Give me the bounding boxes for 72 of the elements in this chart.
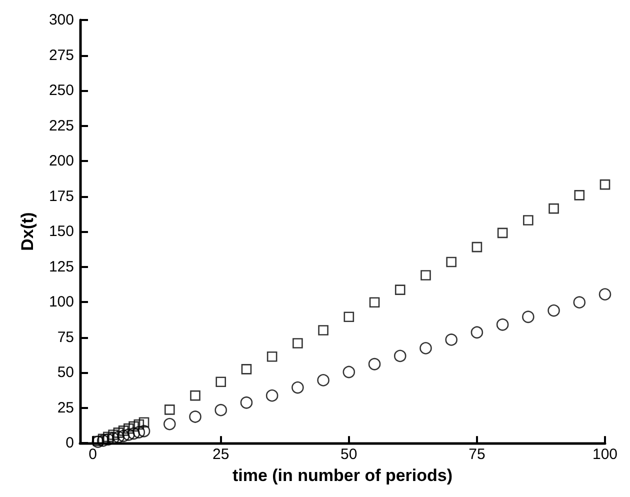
point (598, 288, 612, 300)
point (497, 228, 508, 238)
point (108, 430, 118, 440)
x-tick-label: 25 (212, 446, 230, 464)
point (96, 434, 110, 447)
y-tick-label: 250 (48, 82, 74, 100)
point (214, 404, 228, 416)
point (132, 426, 146, 438)
point (102, 433, 114, 446)
point (600, 179, 610, 190)
point (117, 430, 130, 442)
point (124, 423, 134, 434)
x-tick-label: 100 (592, 446, 618, 464)
point (189, 410, 202, 423)
y-tick-label: 0 (66, 434, 74, 452)
point (240, 396, 253, 409)
point (574, 190, 585, 200)
point (164, 404, 175, 415)
point (470, 326, 484, 339)
point (163, 418, 176, 430)
point (420, 342, 432, 354)
x-tick-label: 75 (468, 446, 486, 464)
x-axis-title: time (in number of periods) (232, 466, 453, 485)
y-tick-label: 225 (48, 117, 74, 134)
y-tick-label: 175 (48, 188, 74, 205)
y-tick-label: 200 (48, 152, 74, 170)
point (113, 428, 124, 438)
point (138, 417, 150, 428)
point (103, 432, 114, 442)
point (420, 270, 431, 280)
x-tick-label: 0 (88, 446, 97, 464)
point (496, 318, 509, 331)
point (317, 374, 330, 386)
y-tick-label: 50 (57, 364, 74, 382)
y-tick-label: 25 (57, 399, 74, 416)
point (318, 325, 328, 336)
point (573, 296, 586, 308)
point (445, 334, 458, 346)
y-tick-label: 275 (48, 46, 74, 64)
point (548, 203, 559, 214)
point (266, 389, 278, 402)
y-tick-label: 300 (48, 12, 74, 28)
y-tick-label: 75 (57, 328, 74, 346)
x-tick-label: 50 (340, 446, 358, 464)
point (128, 421, 139, 432)
point (446, 256, 456, 268)
y-axis-title: Dx(t) (18, 212, 37, 251)
point (548, 304, 560, 317)
y-tick-label: 150 (48, 223, 74, 240)
point (241, 364, 252, 374)
point (368, 358, 381, 370)
point (138, 424, 150, 438)
point (394, 284, 406, 295)
point (216, 376, 226, 388)
point (112, 430, 125, 444)
y-tick-label: 125 (48, 258, 74, 276)
point (344, 312, 354, 322)
point (292, 338, 303, 348)
point (369, 297, 380, 308)
y-tick-label: 100 (48, 294, 74, 311)
point (190, 390, 200, 401)
point (118, 426, 129, 436)
point (292, 381, 304, 394)
point (472, 242, 482, 252)
point (122, 428, 135, 441)
point (342, 366, 356, 378)
point (128, 427, 140, 440)
point (266, 351, 278, 362)
point (134, 419, 144, 430)
point (523, 215, 534, 226)
point (522, 310, 534, 324)
point (394, 350, 406, 362)
